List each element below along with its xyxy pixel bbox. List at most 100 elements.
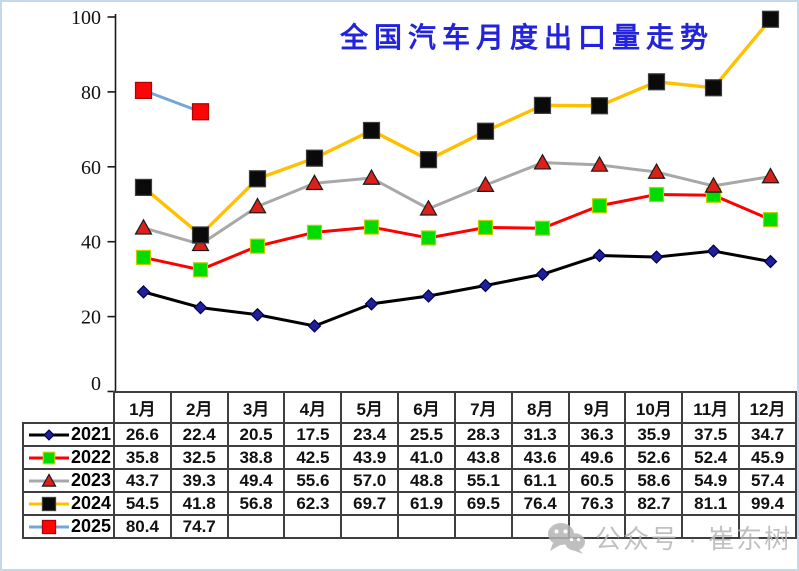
data-point-2023 bbox=[41, 472, 57, 487]
data-point-2022 bbox=[648, 186, 665, 203]
table-header-row: 1月 2月 3月 4月 5月 6月 7月 8月 9月 10月 11月 12月 bbox=[23, 391, 797, 424]
data-point-2021 bbox=[364, 297, 379, 311]
value-cell: 69.5 bbox=[453, 491, 513, 516]
month-header-cell: 11月 bbox=[681, 391, 741, 424]
data-point-2022 bbox=[192, 262, 209, 278]
data-point-2022 bbox=[762, 212, 779, 228]
value-cell: 41.8 bbox=[169, 491, 229, 516]
series-line-2021 bbox=[142, 249, 772, 328]
value-cell: 20.5 bbox=[226, 422, 286, 447]
value-cell: 38.8 bbox=[226, 445, 286, 470]
value-cell bbox=[453, 514, 513, 539]
month-header-cell: 5月 bbox=[340, 391, 400, 424]
data-point-2024 bbox=[761, 10, 780, 28]
y-axis-label: 60 bbox=[81, 157, 101, 179]
value-cell: 52.4 bbox=[681, 445, 741, 470]
series-legend-marker bbox=[29, 496, 69, 511]
data-point-2023 bbox=[533, 153, 552, 170]
chart-title: 全国汽车月度出口量走势 bbox=[340, 21, 715, 54]
value-cell bbox=[510, 514, 570, 539]
data-point-2021 bbox=[763, 254, 778, 269]
value-cell: 80.4 bbox=[112, 514, 172, 539]
value-cell: 35.9 bbox=[624, 422, 684, 447]
value-cell bbox=[624, 514, 684, 539]
value-cell: 49.6 bbox=[567, 445, 627, 470]
series-legend-marker bbox=[29, 519, 69, 534]
month-header-cell: 12月 bbox=[738, 391, 797, 424]
data-point-2023 bbox=[362, 168, 381, 185]
month-header-cell: 2月 bbox=[169, 391, 229, 424]
data-point-2022 bbox=[477, 219, 494, 236]
series-legend-cell: 2024 bbox=[22, 491, 115, 516]
data-point-2021 bbox=[193, 300, 208, 315]
series-legend-marker bbox=[29, 451, 69, 464]
value-cell bbox=[681, 514, 741, 539]
series-year-label: 2022 bbox=[71, 447, 112, 467]
data-point-2024 bbox=[248, 170, 267, 188]
value-cell: 58.6 bbox=[624, 468, 684, 493]
y-axis-label: 0 bbox=[91, 373, 101, 394]
data-point-2024 bbox=[476, 122, 495, 140]
data-point-2021 bbox=[250, 307, 265, 322]
value-cell bbox=[226, 514, 286, 539]
value-cell: 99.4 bbox=[738, 491, 797, 516]
data-point-2024 bbox=[704, 79, 723, 97]
value-cell: 57.4 bbox=[738, 468, 797, 493]
y-axis-label: 40 bbox=[81, 232, 101, 254]
data-point-2022 bbox=[42, 451, 56, 464]
month-header-cell: 7月 bbox=[453, 391, 513, 424]
value-cell: 57.0 bbox=[340, 468, 400, 493]
value-cell: 49.4 bbox=[226, 468, 286, 493]
series-legend-cell: 2022 bbox=[22, 445, 115, 470]
data-point-2024 bbox=[134, 178, 153, 196]
value-cell: 34.7 bbox=[738, 422, 797, 447]
data-point-2021 bbox=[136, 285, 151, 299]
data-table: 1月 2月 3月 4月 5月 6月 7月 8月 9月 10月 11月 12月 2021 26.6 22.4 2… bbox=[22, 391, 797, 539]
value-cell bbox=[283, 514, 343, 539]
data-point-2022 bbox=[306, 224, 323, 240]
value-cell: 31.3 bbox=[510, 422, 570, 447]
data-point-2024 bbox=[419, 151, 438, 169]
data-point-2021 bbox=[592, 248, 607, 263]
value-cell: 55.1 bbox=[453, 468, 513, 493]
data-point-2022 bbox=[135, 249, 152, 266]
value-cell: 76.4 bbox=[510, 491, 570, 516]
data-point-2022 bbox=[591, 198, 608, 214]
value-cell: 17.5 bbox=[283, 422, 343, 447]
value-cell: 35.8 bbox=[112, 445, 172, 470]
value-cell: 82.7 bbox=[624, 491, 684, 516]
data-point-2024 bbox=[41, 496, 57, 511]
series-legend-cell: 2025 bbox=[22, 514, 115, 539]
value-cell: 22.4 bbox=[169, 422, 229, 447]
data-point-2024 bbox=[647, 73, 666, 91]
value-cell: 54.9 bbox=[681, 468, 741, 493]
series-year-label: 2025 bbox=[71, 516, 112, 536]
value-cell: 25.5 bbox=[397, 422, 456, 447]
value-cell: 43.6 bbox=[510, 445, 570, 470]
value-cell: 56.8 bbox=[226, 491, 286, 516]
series-legend-marker bbox=[29, 428, 69, 441]
value-cell: 41.0 bbox=[397, 445, 456, 470]
series-legend-cell: 2021 bbox=[22, 422, 115, 447]
data-point-2021 bbox=[478, 278, 493, 293]
data-point-2022 bbox=[363, 219, 380, 235]
data-point-2023 bbox=[761, 167, 780, 184]
y-axis-label: 20 bbox=[81, 307, 101, 329]
data-point-2023 bbox=[476, 175, 495, 192]
value-cell: 62.3 bbox=[283, 491, 343, 516]
month-header-cell: 6月 bbox=[397, 391, 456, 424]
data-point-2024 bbox=[305, 149, 324, 167]
value-cell: 28.3 bbox=[453, 422, 513, 447]
value-cell: 23.4 bbox=[340, 422, 400, 447]
value-cell: 39.3 bbox=[169, 468, 229, 493]
legend-header-cell bbox=[23, 392, 114, 423]
month-header-cell: 10月 bbox=[624, 391, 684, 424]
series-legend-cell: 2023 bbox=[22, 468, 115, 493]
data-point-2022 bbox=[249, 238, 266, 254]
value-cell: 45.9 bbox=[738, 445, 797, 470]
data-point-2024 bbox=[590, 97, 609, 115]
data-point-2023 bbox=[305, 174, 324, 191]
value-cell: 42.5 bbox=[283, 445, 343, 470]
table-row-2022: 2022 35.8 32.5 38.8 42.5 43.9 41.0 43.8 43.6 49.6… bbox=[22, 445, 797, 470]
data-point-2021 bbox=[649, 250, 664, 264]
